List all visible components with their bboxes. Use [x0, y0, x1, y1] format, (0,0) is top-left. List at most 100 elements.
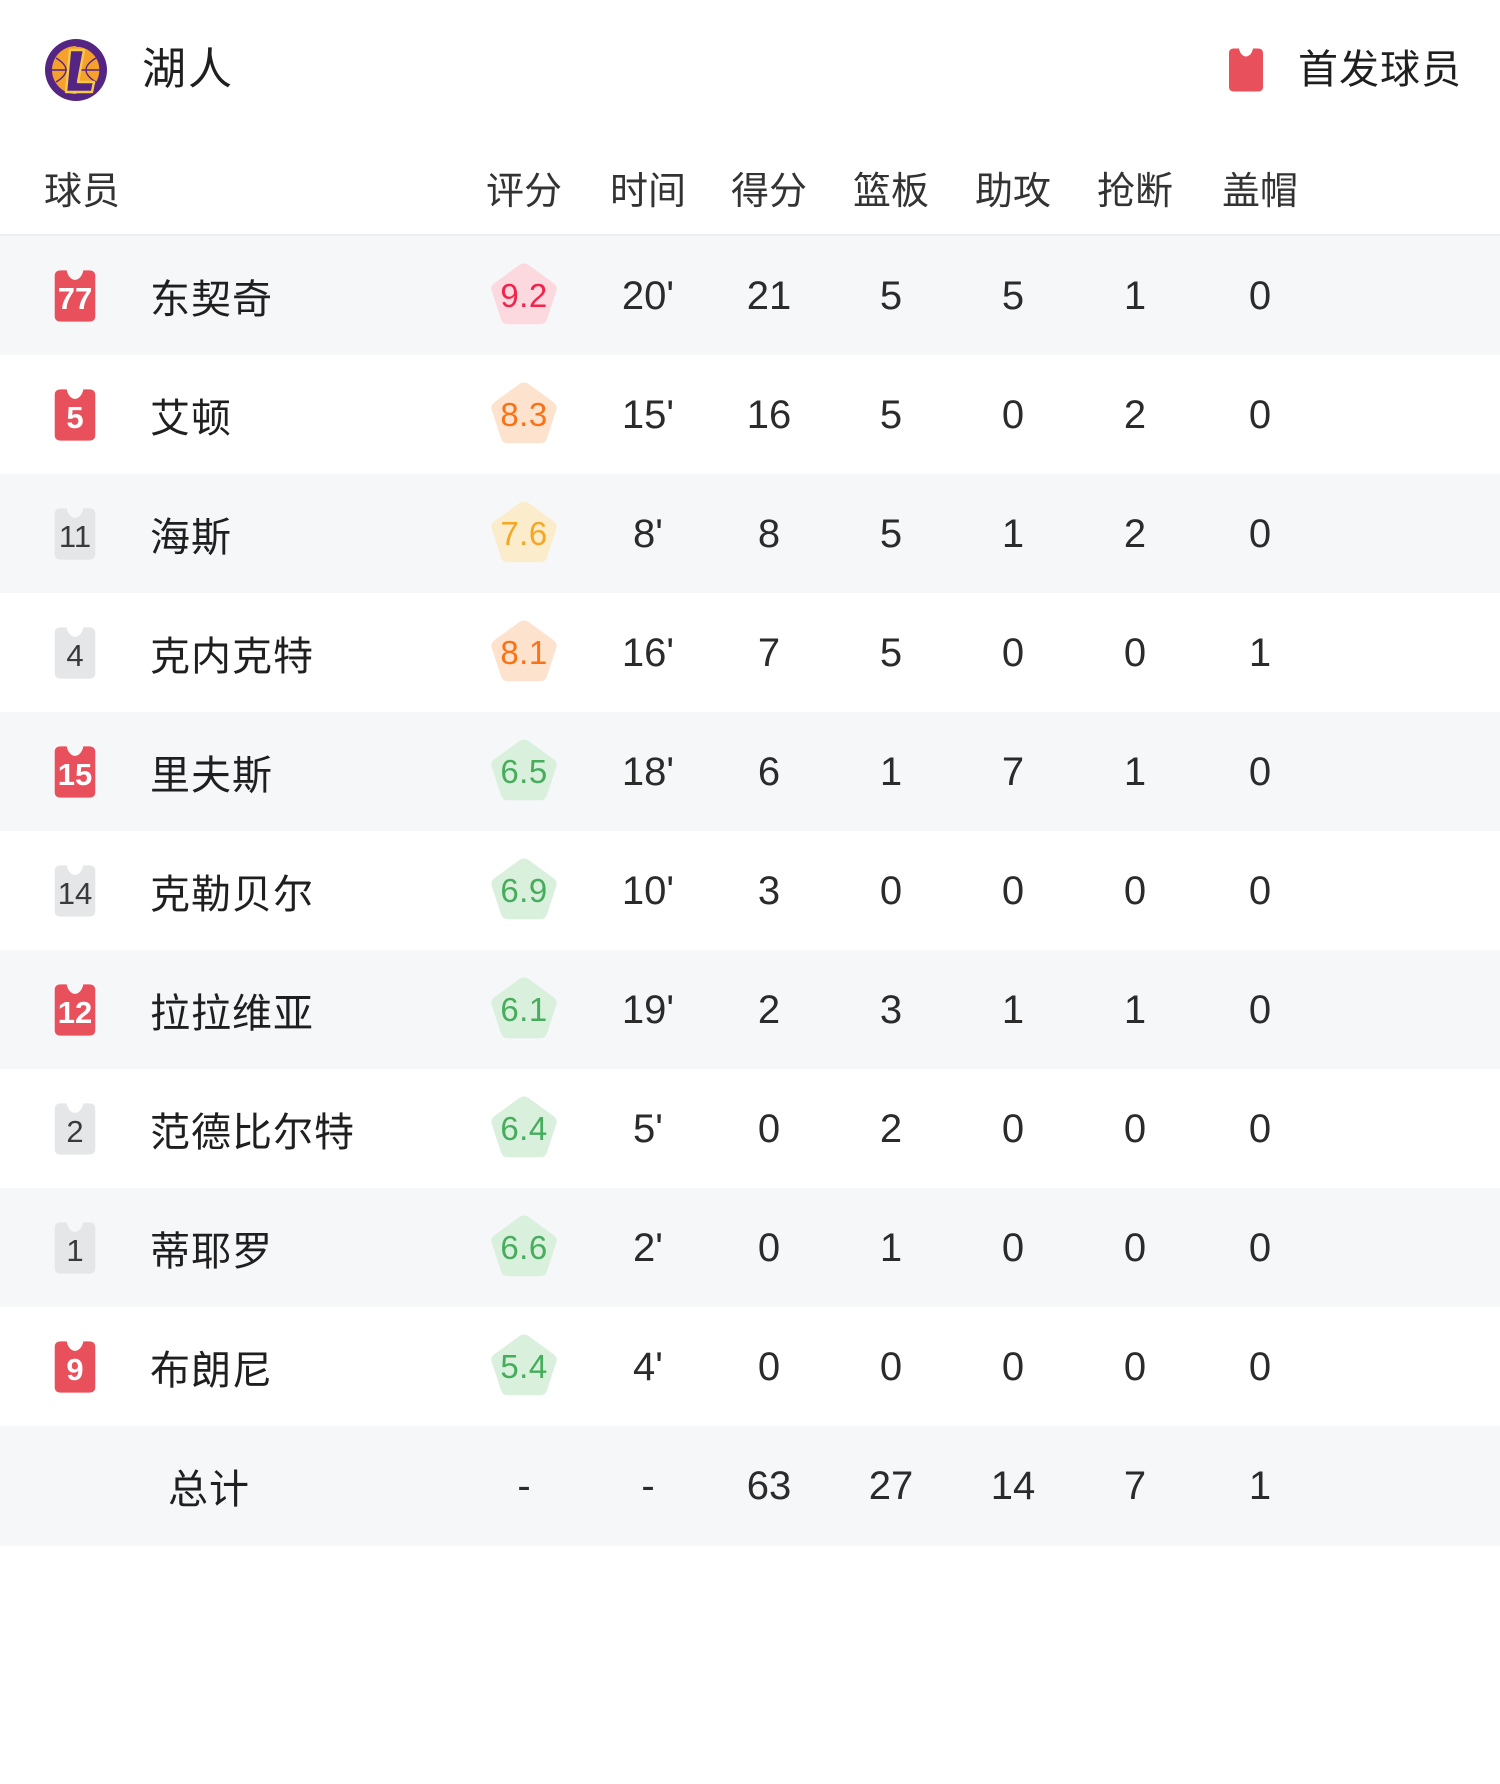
- blocks-value: 0: [1248, 392, 1272, 437]
- steals-value: 2: [1123, 511, 1147, 556]
- totals-minutes-value: -: [641, 1464, 655, 1508]
- column-header-blocks-label: 盖帽: [1221, 170, 1298, 213]
- rating-cell: 6.1: [460, 974, 588, 1046]
- assists-cell: 0: [952, 1109, 1074, 1149]
- blocks-value: 0: [1248, 1225, 1272, 1270]
- steals-cell: 0: [1074, 1109, 1196, 1149]
- team-header: 湖人 首发球员: [0, 0, 1500, 140]
- rating-value: 6.4: [500, 1110, 548, 1147]
- rating-cell: 6.4: [460, 1093, 588, 1165]
- rating-badge: 6.6: [486, 1212, 562, 1284]
- blocks-value: 0: [1248, 1344, 1272, 1389]
- assists-value: 1: [1001, 511, 1025, 556]
- player-cell[interactable]: 11 海斯: [0, 505, 460, 563]
- jersey-number: 14: [57, 875, 93, 911]
- rating-badge: 6.5: [486, 736, 562, 808]
- player-cell[interactable]: 77 东契奇: [0, 267, 460, 325]
- jersey-number: 2: [66, 1113, 84, 1149]
- jersey-icon: 15: [44, 743, 106, 801]
- totals-rating-value: -: [517, 1464, 531, 1508]
- player-name: 东契奇: [150, 277, 273, 322]
- rebounds-cell: 1: [830, 1228, 952, 1268]
- table-row-海斯[interactable]: 11 海斯 7.6 8' 8 5 1 2 0: [0, 474, 1500, 593]
- steals-cell: 1: [1074, 990, 1196, 1030]
- player-cell[interactable]: 14 克勒贝尔: [0, 862, 460, 920]
- minutes-value: 20': [621, 273, 675, 318]
- assists-cell: 5: [952, 276, 1074, 316]
- rating-badge: 5.4: [486, 1331, 562, 1403]
- rebounds-value: 5: [879, 630, 903, 675]
- rating-cell: 9.2: [460, 260, 588, 332]
- points-cell: 3: [708, 871, 830, 911]
- blocks-value: 0: [1248, 1106, 1272, 1151]
- points-cell: 21: [708, 276, 830, 316]
- points-value: 2: [757, 987, 781, 1032]
- column-header-rating-label: 评分: [485, 170, 562, 213]
- assists-value: 0: [1001, 392, 1025, 437]
- totals-row: 总计 - - 63 27 14 7 1: [0, 1426, 1500, 1546]
- player-stats-table: 球员 评分 时间 得分 篮板 助攻 抢断 盖帽 77 东契奇: [0, 140, 1500, 1546]
- steals-cell: 2: [1074, 395, 1196, 435]
- player-cell[interactable]: 4 克内克特: [0, 624, 460, 682]
- rating-badge: 7.6: [486, 498, 562, 570]
- jersey-icon: 14: [44, 862, 106, 920]
- team-identity[interactable]: 湖人: [44, 38, 234, 102]
- assists-cell: 7: [952, 752, 1074, 792]
- table-row-克勒贝尔[interactable]: 14 克勒贝尔 6.9 10' 3 0 0 0 0: [0, 831, 1500, 950]
- steals-value: 0: [1123, 868, 1147, 913]
- totals-rating: -: [460, 1466, 588, 1506]
- steals-cell: 0: [1074, 871, 1196, 911]
- table-row-东契奇[interactable]: 77 东契奇 9.2 20' 21 5 5 1 0: [0, 236, 1500, 355]
- totals-label-cell: 总计: [0, 1457, 460, 1515]
- player-name: 海斯: [150, 515, 232, 560]
- minutes-cell: 10': [588, 871, 708, 911]
- steals-cell: 1: [1074, 276, 1196, 316]
- blocks-value: 0: [1248, 868, 1272, 913]
- blocks-value: 0: [1248, 273, 1272, 318]
- column-header-steals-label: 抢断: [1096, 170, 1173, 213]
- table-row-克内克特[interactable]: 4 克内克特 8.1 16' 7 5 0 0 1: [0, 593, 1500, 712]
- assists-value: 0: [1001, 1344, 1025, 1389]
- rating-value: 6.1: [500, 991, 548, 1028]
- player-cell[interactable]: 15 里夫斯: [0, 743, 460, 801]
- jersey-icon: [1220, 46, 1272, 94]
- minutes-value: 19': [621, 987, 675, 1032]
- rating-value: 5.4: [500, 1348, 548, 1385]
- rebounds-value: 2: [879, 1106, 903, 1151]
- table-row-拉拉维亚[interactable]: 12 拉拉维亚 6.1 19' 2 3 1 1 0: [0, 950, 1500, 1069]
- minutes-cell: 16': [588, 633, 708, 673]
- player-cell[interactable]: 5 艾顿: [0, 386, 460, 444]
- points-cell: 8: [708, 514, 830, 554]
- totals-assists: 14: [952, 1466, 1074, 1506]
- player-name: 克勒贝尔: [150, 872, 314, 917]
- jersey-icon: 9: [44, 1338, 106, 1396]
- steals-value: 1: [1123, 987, 1147, 1032]
- table-row-艾顿[interactable]: 5 艾顿 8.3 15' 16 5 0 2 0: [0, 355, 1500, 474]
- minutes-cell: 2': [588, 1228, 708, 1268]
- rating-badge: 8.3: [486, 379, 562, 451]
- table-row-布朗尼[interactable]: 9 布朗尼 5.4 4' 0 0 0 0 0: [0, 1307, 1500, 1426]
- rebounds-cell: 3: [830, 990, 952, 1030]
- totals-rebounds: 27: [830, 1466, 952, 1506]
- table-row-蒂耶罗[interactable]: 1 蒂耶罗 6.6 2' 0 1 0 0 0: [0, 1188, 1500, 1307]
- rebounds-value: 1: [879, 749, 903, 794]
- player-cell[interactable]: 12 拉拉维亚: [0, 981, 460, 1039]
- jersey-number: 5: [66, 399, 84, 435]
- jersey-icon: 2: [44, 1100, 106, 1158]
- table-row-里夫斯[interactable]: 15 里夫斯 6.5 18' 6 1 7 1 0: [0, 712, 1500, 831]
- table-row-范德比尔特[interactable]: 2 范德比尔特 6.4 5' 0 2 0 0 0: [0, 1069, 1500, 1188]
- rebounds-cell: 0: [830, 871, 952, 911]
- minutes-cell: 4': [588, 1347, 708, 1387]
- player-cell[interactable]: 1 蒂耶罗: [0, 1219, 460, 1277]
- player-name: 艾顿: [150, 396, 232, 441]
- steals-value: 1: [1123, 749, 1147, 794]
- totals-rebounds-value: 27: [868, 1464, 914, 1508]
- jersey-number: 9: [66, 1351, 84, 1387]
- rating-badge: 6.1: [486, 974, 562, 1046]
- player-name: 拉拉维亚: [150, 991, 314, 1036]
- player-cell[interactable]: 9 布朗尼: [0, 1338, 460, 1396]
- minutes-cell: 5': [588, 1109, 708, 1149]
- player-cell[interactable]: 2 范德比尔特: [0, 1100, 460, 1158]
- rebounds-cell: 1: [830, 752, 952, 792]
- totals-points-value: 63: [746, 1464, 792, 1508]
